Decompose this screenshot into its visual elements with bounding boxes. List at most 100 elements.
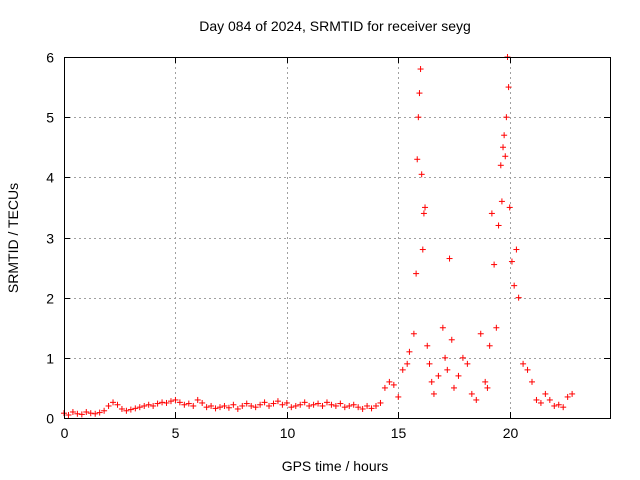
data-point bbox=[350, 401, 357, 408]
data-point bbox=[159, 399, 166, 406]
data-point bbox=[503, 114, 510, 121]
data-point bbox=[234, 405, 241, 412]
data-point bbox=[306, 402, 313, 409]
data-point bbox=[390, 381, 397, 388]
data-point bbox=[406, 348, 413, 355]
data-point bbox=[359, 405, 366, 412]
data-point bbox=[217, 404, 223, 411]
data-point bbox=[493, 324, 500, 331]
y-tick-label: 5 bbox=[46, 110, 54, 126]
data-point bbox=[508, 258, 515, 265]
data-point bbox=[459, 354, 466, 361]
data-point bbox=[203, 404, 210, 411]
tick-labels: 0 5 10 15 20 0 1 2 3 4 5 6 bbox=[46, 50, 518, 442]
data-point bbox=[381, 384, 388, 391]
y-tick-label: 0 bbox=[46, 411, 54, 427]
data-point bbox=[132, 405, 139, 412]
data-point bbox=[414, 156, 421, 163]
data-point bbox=[301, 399, 308, 406]
data-point bbox=[395, 393, 402, 400]
data-point bbox=[500, 144, 507, 151]
data-point bbox=[243, 400, 250, 407]
y-tick-label: 2 bbox=[46, 291, 54, 307]
data-point bbox=[292, 402, 299, 409]
data-point bbox=[404, 360, 411, 367]
data-point bbox=[564, 393, 571, 400]
data-point bbox=[420, 210, 427, 217]
data-point bbox=[444, 366, 451, 373]
data-point bbox=[497, 162, 504, 169]
data-point bbox=[274, 398, 281, 405]
data-point bbox=[96, 409, 103, 416]
data-point bbox=[524, 366, 531, 373]
chart-title: Day 084 of 2024, SRMTID for receiver sey… bbox=[199, 18, 471, 34]
data-point bbox=[337, 400, 344, 407]
data-point bbox=[297, 401, 304, 408]
data-point bbox=[418, 171, 425, 178]
data-point bbox=[145, 401, 152, 408]
grid bbox=[64, 57, 610, 418]
data-point bbox=[92, 410, 99, 417]
data-point bbox=[172, 396, 179, 403]
data-point bbox=[194, 396, 201, 403]
data-point bbox=[373, 402, 379, 409]
data-point bbox=[319, 402, 326, 409]
data-point bbox=[520, 360, 527, 367]
data-point bbox=[455, 372, 462, 379]
data-point bbox=[560, 404, 567, 411]
data-point bbox=[136, 404, 143, 411]
data-point bbox=[127, 406, 134, 413]
data-point bbox=[491, 261, 498, 268]
data-point bbox=[190, 402, 197, 409]
y-tick-label: 3 bbox=[46, 231, 54, 247]
data-point bbox=[399, 366, 406, 373]
data-point bbox=[422, 204, 429, 211]
data-point bbox=[488, 210, 495, 217]
data-point bbox=[368, 405, 375, 412]
data-point bbox=[498, 198, 505, 205]
data-point bbox=[501, 132, 508, 139]
data-point bbox=[266, 402, 273, 409]
data-point bbox=[83, 408, 90, 415]
x-axis-label: GPS time / hours bbox=[282, 458, 389, 474]
data-point bbox=[239, 402, 246, 409]
data-point bbox=[341, 404, 348, 411]
data-point bbox=[167, 398, 174, 405]
data-point bbox=[482, 378, 489, 385]
data-point bbox=[221, 402, 228, 409]
y-tick-label: 4 bbox=[46, 170, 54, 186]
data-point bbox=[315, 400, 322, 407]
data-point bbox=[468, 390, 475, 397]
data-point bbox=[477, 330, 484, 337]
x-tick-label: 20 bbox=[503, 425, 519, 441]
data-point bbox=[484, 384, 491, 391]
data-point bbox=[176, 399, 183, 406]
data-point bbox=[208, 402, 215, 409]
data-point bbox=[442, 354, 449, 361]
data-point bbox=[199, 399, 206, 406]
data-point bbox=[355, 404, 362, 411]
x-tick-label: 15 bbox=[391, 425, 407, 441]
data-point bbox=[419, 246, 426, 253]
x-tick-label: 5 bbox=[172, 425, 180, 441]
data-point bbox=[515, 294, 522, 301]
data-point bbox=[413, 270, 420, 277]
data-point bbox=[555, 401, 562, 408]
data-point bbox=[551, 402, 558, 409]
data-point bbox=[279, 401, 286, 408]
data-point bbox=[212, 405, 219, 412]
data-point bbox=[505, 84, 512, 91]
data-point bbox=[446, 255, 453, 262]
data-point bbox=[118, 405, 125, 412]
data-point bbox=[511, 282, 518, 289]
data-point bbox=[110, 399, 117, 406]
data-point bbox=[328, 401, 335, 408]
data-point bbox=[230, 401, 237, 408]
data-point bbox=[415, 114, 422, 121]
data-point bbox=[428, 378, 435, 385]
data-point bbox=[529, 378, 535, 385]
data-point bbox=[248, 402, 255, 409]
data-point bbox=[533, 396, 540, 403]
data-point bbox=[114, 401, 121, 408]
